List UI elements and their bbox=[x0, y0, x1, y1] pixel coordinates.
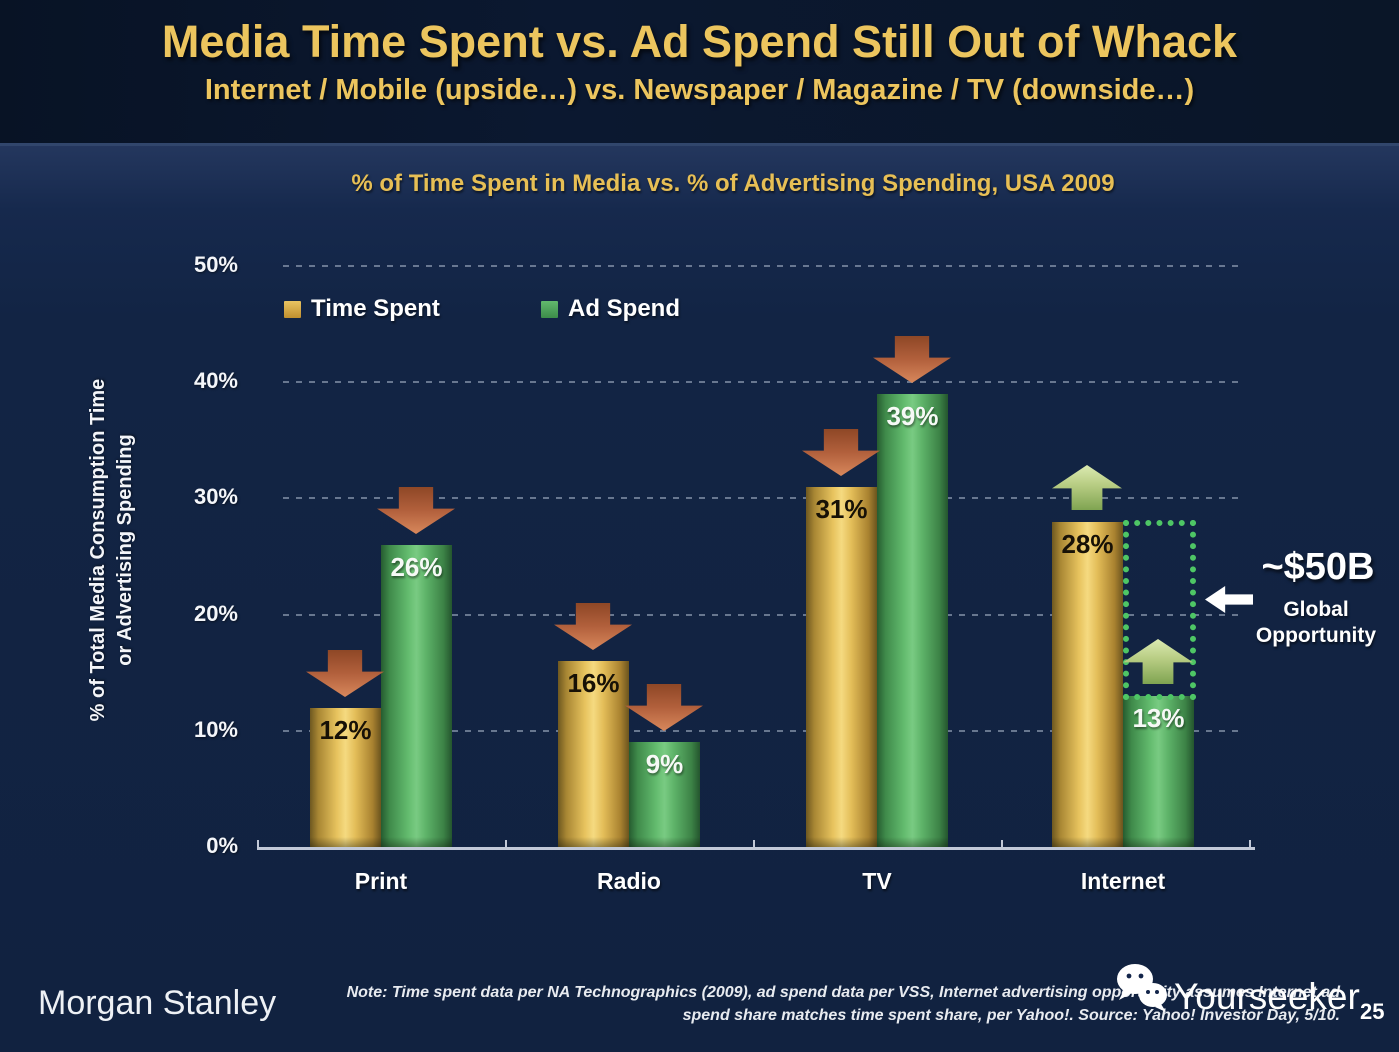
data-label-print-gold: 12% bbox=[319, 715, 372, 745]
category-label-print: Print bbox=[354, 868, 408, 894]
morgan-stanley-logo: Morgan Stanley bbox=[38, 984, 277, 1022]
data-label-radio-green: 9% bbox=[645, 749, 684, 779]
x-axis-tick-4 bbox=[1249, 840, 1251, 848]
wechat-icon bbox=[1117, 964, 1167, 1012]
gridline-20 bbox=[283, 613, 1245, 616]
legend-label-ad-spend: Ad Spend bbox=[568, 295, 680, 322]
opportunity-label: Global Opportunity bbox=[1255, 598, 1377, 647]
gridline-40 bbox=[283, 381, 1245, 384]
data-label-tv-gold: 31% bbox=[815, 494, 868, 524]
bar-internet-time-spent: 28% bbox=[1052, 522, 1123, 847]
gridline-50 bbox=[283, 265, 1245, 267]
bar-radio-ad-spend: 9% bbox=[629, 742, 700, 847]
bar-tv-time-spent: 31% bbox=[806, 487, 877, 847]
watermark-text: Yourseeker bbox=[1174, 976, 1360, 1017]
source-note-line2: spend share matches time spent share, pe… bbox=[682, 1007, 1340, 1024]
watermark: Yourseeker bbox=[1112, 962, 1360, 1018]
bar-internet-ad-spend: 13% bbox=[1123, 696, 1194, 847]
y-axis-title: % of Total Media Consumption Time or Adv… bbox=[85, 270, 141, 830]
legend-label-time-spent: Time Spent bbox=[311, 295, 440, 322]
y-axis-title-line1: % of Total Media Consumption Time bbox=[87, 378, 109, 722]
opportunity-gap-outline bbox=[1123, 520, 1196, 700]
gridline-10 bbox=[283, 729, 1245, 732]
page-number: 25 bbox=[1360, 999, 1385, 1024]
x-axis-tick-1 bbox=[505, 840, 507, 848]
ad-spend-swatch-icon bbox=[541, 300, 558, 318]
bar-tv-ad-spend: 39% bbox=[877, 394, 948, 847]
legend-item-time-spent: Time Spent bbox=[284, 295, 440, 322]
source-note-line1: Note: Time spent data per NA Technograph… bbox=[346, 984, 1340, 1001]
data-label-print-green: 26% bbox=[390, 552, 443, 582]
category-label-radio: Radio bbox=[597, 868, 661, 894]
bar-print-ad-spend: 26% bbox=[381, 545, 452, 847]
gridline-30 bbox=[283, 497, 1245, 500]
up-arrow-icon-internet-gold bbox=[1052, 465, 1122, 510]
legend-item-ad-spend: Ad Spend bbox=[541, 295, 680, 322]
data-label-internet-gold: 28% bbox=[1061, 529, 1114, 559]
opportunity-value: ~$50B bbox=[1261, 546, 1375, 588]
chart-title: % of Time Spent in Media vs. % of Advert… bbox=[351, 170, 1115, 197]
time-spent-swatch-icon bbox=[284, 300, 301, 318]
y-tick-label-0: 0% bbox=[206, 833, 238, 858]
data-label-tv-green: 39% bbox=[886, 401, 939, 431]
bar-radio-time-spent: 16% bbox=[558, 661, 629, 847]
y-tick-label-50: 50% bbox=[193, 252, 238, 277]
bar-print-time-spent: 12% bbox=[310, 708, 381, 847]
x-axis-tick-2 bbox=[753, 840, 755, 848]
down-arrow-icon-tv-green bbox=[873, 336, 951, 383]
y-tick-label-10: 10% bbox=[193, 716, 238, 742]
down-arrow-icon-print-green bbox=[377, 487, 455, 534]
y-tick-label-20: 20% bbox=[193, 600, 238, 626]
data-label-radio-gold: 16% bbox=[567, 668, 620, 698]
category-label-internet: Internet bbox=[1080, 868, 1166, 894]
y-tick-label-40: 40% bbox=[193, 368, 238, 394]
category-label-tv: TV bbox=[862, 868, 892, 894]
data-label-internet-green: 13% bbox=[1132, 703, 1185, 733]
source-note: Note: Time spent data per NA Technograph… bbox=[310, 981, 1340, 1027]
down-arrow-icon-print-gold bbox=[306, 650, 384, 697]
y-axis-title-line2: or Advertising Spending bbox=[114, 434, 136, 666]
x-axis-line bbox=[257, 847, 1255, 850]
down-arrow-icon-tv-gold bbox=[802, 429, 880, 476]
slide-title: Media Time Spent vs. Ad Spend Still Out … bbox=[161, 16, 1238, 67]
y-tick-label-30: 30% bbox=[193, 484, 238, 510]
down-arrow-icon-radio-green bbox=[625, 684, 703, 731]
down-arrow-icon-radio-gold bbox=[554, 603, 632, 650]
x-axis-tick-0 bbox=[257, 840, 259, 848]
x-axis-tick-3 bbox=[1001, 840, 1003, 848]
slide-subtitle: Internet / Mobile (upside…) vs. Newspape… bbox=[204, 74, 1195, 106]
title-band bbox=[0, 0, 1399, 146]
